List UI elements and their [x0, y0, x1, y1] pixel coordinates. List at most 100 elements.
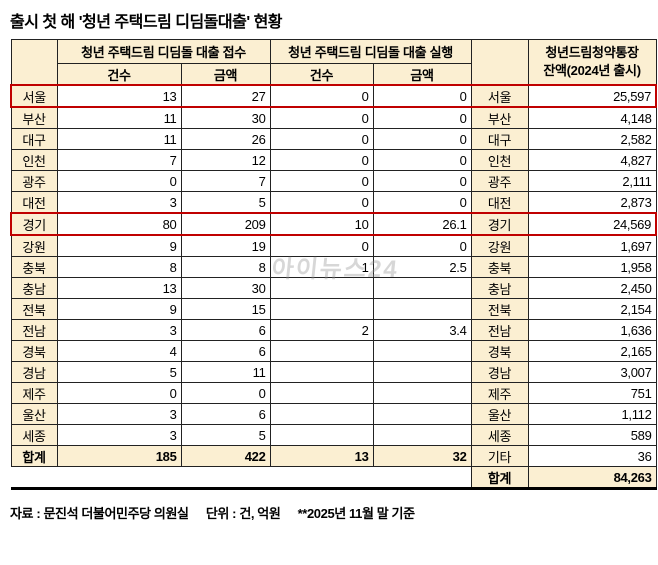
table-row: 경기 80 209 10 26.1 경기 24,569: [10, 212, 658, 236]
value-cell: 0: [372, 149, 472, 171]
value-cell: 8: [56, 256, 182, 278]
table-row: 광주 0 7 0 0 광주 2,111: [10, 170, 657, 192]
value-cell: 9: [56, 298, 182, 320]
header-savings-line2: 잔액(2024년 출시): [543, 63, 641, 78]
table-row: 서울 13 27 0 0 서울 25,597: [10, 84, 658, 108]
loan-status-table: 청년 주택드림 디딤돌 대출 접수 청년 주택드림 디딤돌 대출 실행 청년드림…: [10, 39, 658, 490]
region-cell: 광주: [10, 170, 58, 192]
value-cell: 589: [527, 424, 657, 446]
source-note: 자료 : 문진석 더불어민주당 의원실 단위 : 건, 억원 **2025년 1…: [10, 503, 658, 522]
region-cell: 충북: [470, 256, 529, 278]
value-cell: 2,111: [527, 170, 657, 192]
table-row: 세종 3 5 세종 589: [10, 424, 657, 446]
table-row: 전북 9 15 전북 2,154: [10, 298, 657, 320]
region-cell: 기타: [470, 445, 529, 467]
value-cell: 209: [180, 212, 271, 236]
value-cell: 3: [56, 403, 182, 425]
value-cell: 2.5: [372, 256, 472, 278]
value-cell: 0: [269, 106, 374, 129]
value-cell: [372, 277, 472, 299]
basis-text: **2025년 11월 말 기준: [297, 506, 415, 521]
value-cell: [269, 277, 374, 299]
value-cell: 0: [56, 382, 182, 404]
table-row: 충북 8 8 1 2.5 충북 1,958: [10, 256, 657, 278]
value-cell: [269, 361, 374, 383]
region-cell: 경기: [470, 212, 529, 236]
table-row: 대전 3 5 0 0 대전 2,873: [10, 191, 657, 214]
region-cell: 충북: [10, 256, 58, 278]
region-cell: 강원: [470, 234, 529, 257]
value-cell: 11: [56, 128, 182, 150]
value-cell: 1,112: [527, 403, 657, 425]
value-cell: 2,154: [527, 298, 657, 320]
region-cell: 부산: [470, 106, 529, 129]
value-cell: 24,569: [527, 212, 658, 236]
region-cell: 충남: [10, 277, 58, 299]
value-cell: 2,582: [527, 128, 657, 150]
value-cell: 5: [180, 191, 271, 214]
value-cell: 1: [269, 256, 374, 278]
value-cell: 1,958: [527, 256, 657, 278]
value-cell: [269, 424, 374, 446]
value-cell: 422: [180, 445, 271, 467]
region-cell: 강원: [10, 234, 58, 257]
value-cell: [372, 298, 472, 320]
value-cell: 0: [372, 106, 472, 129]
header-execute-count: 건수: [269, 63, 374, 86]
table-row: 전남 3 6 2 3.4 전남 1,636: [10, 319, 657, 341]
value-cell: 0: [269, 149, 374, 171]
right-region-header-blank: [470, 39, 529, 86]
region-cell: 경남: [470, 361, 529, 383]
value-cell: 32: [372, 445, 472, 467]
header-receive-amount: 금액: [180, 63, 271, 86]
region-cell: 부산: [10, 106, 58, 129]
value-cell: 8: [180, 256, 271, 278]
value-cell: 5: [56, 361, 182, 383]
unit-text: 단위 : 건, 억원: [205, 506, 281, 521]
region-cell: 세종: [470, 424, 529, 446]
region-cell: 인천: [10, 149, 58, 171]
region-cell: 서울: [470, 84, 529, 108]
value-cell: 6: [180, 403, 271, 425]
value-cell: 0: [372, 170, 472, 192]
source-text: 자료 : 문진석 더불어민주당 의원실: [10, 506, 189, 521]
value-cell: 30: [180, 277, 271, 299]
value-cell: 3.4: [372, 319, 472, 341]
region-cell: 대전: [10, 191, 58, 214]
value-cell: [372, 382, 472, 404]
region-cell: 대구: [10, 128, 58, 150]
region-cell: 인천: [470, 149, 529, 171]
region-cell: 전북: [10, 298, 58, 320]
header-row-groups: 청년 주택드림 디딤돌 대출 접수 청년 주택드림 디딤돌 대출 실행 청년드림…: [10, 39, 657, 86]
value-cell: [269, 340, 374, 362]
value-cell: [372, 361, 472, 383]
region-cell: 경남: [10, 361, 58, 383]
value-cell: 0: [269, 84, 374, 108]
table-row: 경남 5 11 경남 3,007: [10, 361, 657, 383]
header-receive-count: 건수: [56, 63, 182, 86]
region-cell: 합계: [470, 466, 529, 490]
value-cell: 13: [269, 445, 374, 467]
value-cell: 7: [56, 149, 182, 171]
value-cell: 80: [56, 212, 182, 236]
value-cell: 0: [372, 234, 472, 257]
table-body: 서울 13 27 0 0 서울 25,597 부산 11 30 0 0 부산 4,148 대구 11 26 0 0 대…: [10, 84, 658, 490]
header-savings-line1: 청년드림청약통장: [545, 44, 639, 60]
value-cell: 7: [180, 170, 271, 192]
table-row: 대구 11 26 0 0 대구 2,582: [10, 128, 657, 150]
value-cell: [372, 403, 472, 425]
value-cell: 3,007: [527, 361, 657, 383]
value-cell: 5: [180, 424, 271, 446]
region-cell: 전남: [10, 319, 58, 341]
value-cell: 11: [180, 361, 271, 383]
value-cell: 0: [372, 84, 472, 108]
value-cell: 6: [180, 340, 271, 362]
value-cell: 84,263: [527, 466, 657, 490]
region-cell: 울산: [10, 403, 58, 425]
table-row: 인천 7 12 0 0 인천 4,827: [10, 149, 657, 171]
value-cell: 2,165: [527, 340, 657, 362]
region-cell: 전북: [470, 298, 529, 320]
table-row: 울산 3 6 울산 1,112: [10, 403, 657, 425]
table-row: 경북 4 6 경북 2,165: [10, 340, 657, 362]
value-cell: [269, 382, 374, 404]
